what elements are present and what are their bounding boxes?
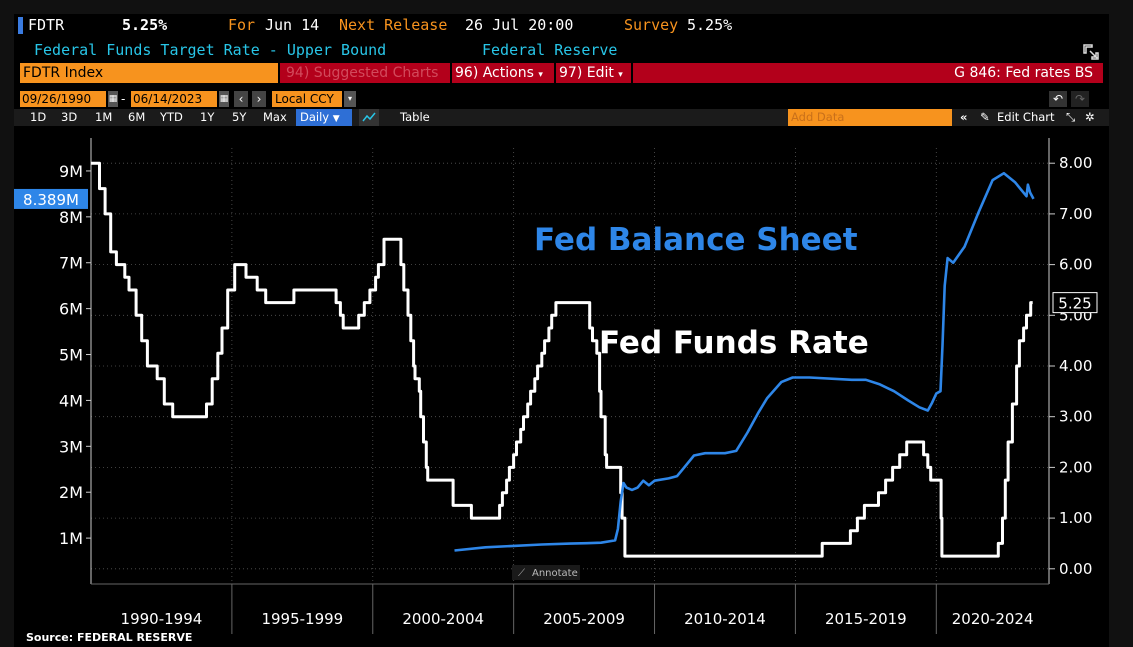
range-1y[interactable]: 1Y: [200, 110, 215, 124]
grid: [91, 148, 1049, 584]
range-5y[interactable]: 5Y: [232, 110, 247, 124]
source-note: Source: FEDERAL RESERVE: [26, 631, 193, 644]
zoom-icon[interactable]: ⤡: [1066, 110, 1076, 124]
currency-select[interactable]: Local CCY: [272, 91, 342, 107]
right-tick-label: 4.00: [1059, 357, 1092, 375]
expand-icon[interactable]: [1082, 43, 1100, 61]
balance-sheet-last-value-box: [14, 188, 88, 209]
date-separator: -: [121, 92, 126, 106]
source-name: Federal Reserve: [482, 41, 618, 59]
right-tick-label: 8.00: [1059, 154, 1092, 172]
left-tick-label: 8M: [59, 208, 83, 227]
current-value: 5.25%: [122, 16, 168, 34]
security-field[interactable]: FDTR Index: [20, 63, 278, 83]
add-data-input[interactable]: Add Data: [788, 109, 952, 126]
range-6m[interactable]: 6M: [128, 110, 146, 124]
x-tick-label: 2010-2014: [684, 610, 766, 628]
survey-value: 5.25%: [687, 16, 733, 34]
description: Federal Funds Target Rate - Upper Bound: [34, 41, 387, 59]
frequency-label: Daily: [300, 110, 330, 124]
redo-icon[interactable]: ↷: [1071, 91, 1089, 107]
chevron-down-icon: ▾: [538, 70, 543, 80]
range-bar: 1D 3D 1M 6M YTD 1Y 5Y Max Daily ▼ Table …: [14, 109, 1109, 126]
fed-funds-last-value-box: [1052, 292, 1098, 314]
fed-funds-last-value: 5.25: [1058, 295, 1091, 313]
start-date-input[interactable]: 09/26/1990: [20, 91, 106, 107]
left-tick-label: 4M: [59, 391, 83, 410]
range-max[interactable]: Max: [263, 110, 287, 124]
fed-funds-line: [91, 161, 1033, 558]
left-tick-label: 2M: [59, 483, 83, 502]
survey-label: Survey: [624, 16, 679, 34]
edit-menu[interactable]: 97) Edit ▾: [556, 63, 631, 83]
series: [91, 161, 1035, 558]
annotation-fed-balance-sheet: Fed Balance Sheet: [534, 222, 858, 258]
annotation-fed-funds-rate: Fed Funds Rate: [599, 325, 869, 361]
balance-sheet-last-value: 8.389M: [23, 191, 79, 209]
calendar-icon[interactable]: ▦: [219, 91, 229, 107]
end-date-input[interactable]: 06/14/2023: [131, 91, 217, 107]
security-description: Federal Funds Target Rate - Upper Bound …: [14, 41, 1109, 61]
for-date: Jun 14: [265, 16, 320, 34]
ticker: FDTR: [28, 16, 65, 34]
line-chart-icon[interactable]: [359, 109, 379, 126]
x-tick-label: 1995-1999: [261, 610, 343, 628]
right-tick-label: 0.00: [1059, 560, 1092, 578]
right-tick-label: 3.00: [1059, 408, 1092, 426]
chevron-down-icon: ▼: [332, 114, 340, 124]
chart-name: G 846: Fed rates BS: [633, 63, 1103, 83]
x-tick-label: 2020-2024: [952, 610, 1034, 628]
annotate-label: Annotate: [532, 568, 578, 579]
calendar-icon[interactable]: ▦: [108, 91, 118, 107]
range-1d[interactable]: 1D: [30, 110, 47, 124]
balance-sheet-line: [454, 171, 1035, 552]
chevron-down-icon[interactable]: ▾: [344, 91, 356, 107]
left-tick-label: 5M: [59, 346, 83, 365]
date-range-bar: 09/26/1990 ▦ - 06/14/2023 ▦ ‹ › Local CC…: [14, 91, 1109, 108]
left-tick-label: 3M: [59, 437, 83, 456]
left-tick-label: 7M: [59, 254, 83, 273]
left-tick-label: 1M: [59, 529, 83, 548]
range-1m[interactable]: 1M: [95, 110, 113, 124]
next-release-label: Next Release: [339, 16, 448, 34]
suggested-charts-menu[interactable]: 94) Suggested Charts: [280, 63, 450, 83]
left-tick-label: 9M: [59, 162, 83, 181]
next-release-value: 26 Jul 20:00: [465, 16, 574, 34]
axes: 0.001.002.003.004.005.006.007.008.001M2M…: [14, 138, 1098, 634]
command-bar: FDTR Index 94) Suggested Charts 96) Acti…: [14, 63, 1109, 83]
for-label: For: [228, 16, 256, 34]
right-tick-label: 6.00: [1059, 256, 1092, 274]
table-button[interactable]: Table: [400, 110, 430, 124]
actions-label: 96) Actions: [455, 65, 534, 81]
chevron-left-icon[interactable]: ‹: [234, 91, 248, 107]
edit-label: 97) Edit: [559, 65, 614, 81]
range-3d[interactable]: 3D: [61, 110, 78, 124]
security-header: FDTR 5.25% For Jun 14 Next Release 26 Ju…: [14, 14, 1109, 36]
edit-chart-button[interactable]: Edit Chart: [997, 110, 1055, 124]
security-marker: [18, 17, 23, 34]
right-tick-label: 2.00: [1059, 458, 1092, 476]
chart: 0.001.002.003.004.005.006.007.008.001M2M…: [14, 138, 1098, 634]
x-tick-label: 2000-2004: [402, 610, 484, 628]
actions-menu[interactable]: 96) Actions ▾: [452, 63, 554, 83]
annotate-button[interactable]: ⟋ Annotate: [512, 565, 580, 580]
chevron-down-icon: ▾: [618, 70, 623, 80]
right-tick-label: 1.00: [1059, 509, 1092, 527]
pencil-icon[interactable]: ✎: [980, 110, 990, 124]
frequency-select[interactable]: Daily ▼: [296, 109, 352, 126]
terminal-frame: FDTR 5.25% For Jun 14 Next Release 26 Ju…: [14, 14, 1109, 647]
left-tick-label: 6M: [59, 300, 83, 319]
right-tick-label: 7.00: [1059, 205, 1092, 223]
x-tick-label: 1990-1994: [121, 610, 203, 628]
range-ytd[interactable]: YTD: [160, 110, 183, 124]
pencil-icon: ⟋: [518, 568, 525, 579]
chevron-right-icon[interactable]: ›: [252, 91, 266, 107]
collapse-icon[interactable]: «: [960, 110, 968, 124]
x-tick-label: 2005-2009: [543, 610, 625, 628]
x-tick-label: 2015-2019: [825, 610, 907, 628]
chart-labels: Fed Balance Sheet Fed Funds Rate: [534, 222, 869, 361]
undo-icon[interactable]: ↶: [1049, 91, 1067, 107]
gear-icon[interactable]: ✲: [1085, 110, 1095, 124]
